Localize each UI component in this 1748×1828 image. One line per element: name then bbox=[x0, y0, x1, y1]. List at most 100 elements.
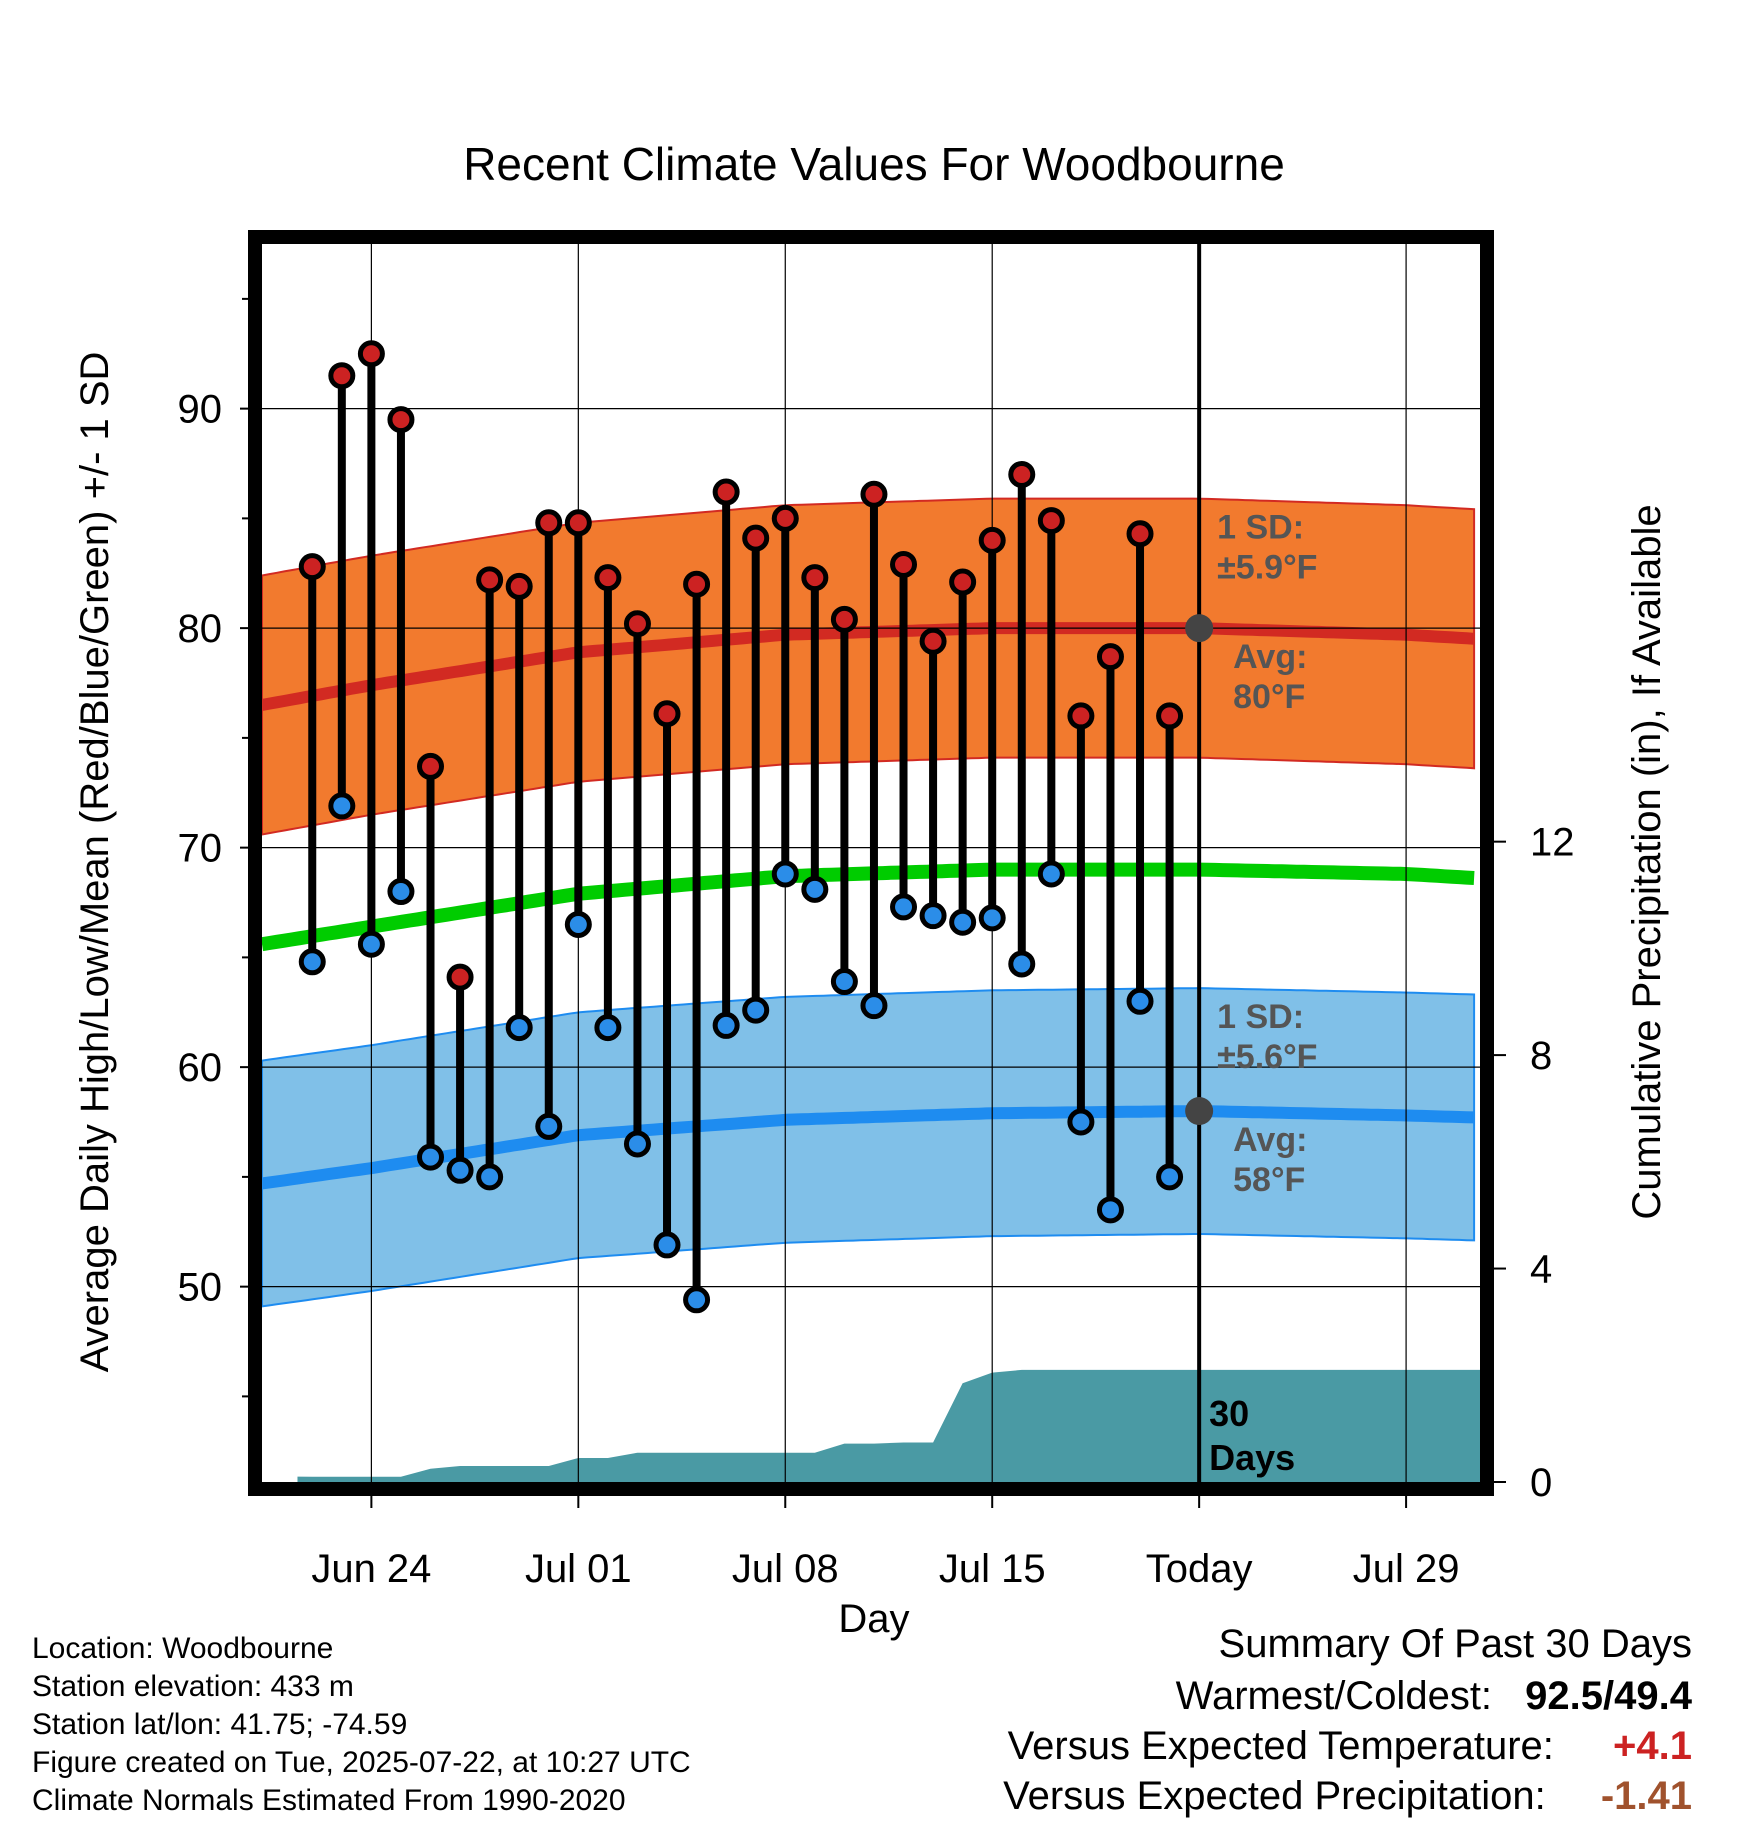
low-point bbox=[535, 1112, 563, 1140]
low-avg-label: Avg: bbox=[1233, 1121, 1307, 1159]
elevation-text: Station elevation: 433 m bbox=[32, 1670, 354, 1703]
high-point bbox=[623, 610, 651, 638]
summary-temp: Versus Expected Temperature: +4.1 bbox=[1008, 1724, 1692, 1769]
period-label-number: 30 bbox=[1209, 1393, 1249, 1434]
y2-axis-label: Cumulative Precipitation (in), If Availa… bbox=[1625, 504, 1669, 1219]
low-point bbox=[978, 904, 1006, 932]
latlon-text: Station lat/lon: 41.75; -74.59 bbox=[32, 1708, 408, 1741]
precip-label: Versus Expected Precipitation: bbox=[1003, 1774, 1546, 1818]
period-label-days: Days bbox=[1209, 1437, 1295, 1478]
y-tick-label: 50 bbox=[178, 1266, 223, 1310]
x-tick-label: Jul 01 bbox=[525, 1547, 632, 1591]
summary-precip: Versus Expected Precipitation: -1.41 bbox=[1003, 1774, 1692, 1819]
y-axis-label: Average Daily High/Low/Mean (Red/Blue/Gr… bbox=[73, 352, 117, 1373]
low-avg-value: 58°F bbox=[1233, 1161, 1305, 1199]
high-point bbox=[860, 480, 888, 508]
high-point bbox=[683, 570, 711, 598]
low-point bbox=[1008, 950, 1036, 978]
high-avg-line bbox=[262, 622, 1475, 711]
location-text: Location: Woodbourne bbox=[32, 1632, 334, 1665]
low-point bbox=[653, 1231, 681, 1259]
y2-tick-label: 12 bbox=[1530, 821, 1575, 865]
station-info: Location: Woodbourne Station elevation: … bbox=[32, 1630, 691, 1820]
high-point bbox=[387, 406, 415, 434]
high-point bbox=[535, 509, 563, 537]
low-point bbox=[683, 1286, 711, 1314]
high-avg-value: 80°F bbox=[1233, 678, 1305, 716]
low-point bbox=[476, 1163, 504, 1191]
low-point bbox=[594, 1014, 622, 1042]
y2-tick-label: 8 bbox=[1530, 1034, 1552, 1078]
created-text: Figure created on Tue, 2025-07-22, at 10… bbox=[32, 1746, 691, 1779]
x-tick-label: Today bbox=[1146, 1547, 1253, 1591]
high-point bbox=[830, 605, 858, 633]
y2-tick-label: 4 bbox=[1530, 1248, 1552, 1292]
high-point bbox=[564, 509, 592, 537]
low-point bbox=[1037, 860, 1065, 888]
low-point bbox=[742, 996, 770, 1024]
y2-tick-label: 0 bbox=[1530, 1461, 1552, 1505]
y-tick-label: 70 bbox=[178, 827, 223, 871]
warm-cold-value: 92.5/49.4 bbox=[1525, 1674, 1692, 1718]
high-avg-label: Avg: bbox=[1233, 638, 1307, 676]
high-point bbox=[594, 564, 622, 592]
high-point bbox=[1008, 460, 1036, 488]
low-sd-value: ±5.6°F bbox=[1217, 1038, 1317, 1076]
low-point bbox=[387, 878, 415, 906]
summary-title: Summary Of Past 30 Days bbox=[1218, 1622, 1692, 1666]
low-point bbox=[1156, 1163, 1184, 1191]
y-tick-label: 90 bbox=[178, 388, 223, 432]
y-tick-label: 80 bbox=[178, 607, 223, 651]
precipitation-area bbox=[297, 1369, 1480, 1482]
low-point bbox=[623, 1130, 651, 1158]
high-point bbox=[1126, 520, 1154, 548]
low-avg-marker bbox=[1185, 1097, 1214, 1126]
low-point bbox=[357, 930, 385, 958]
high-point bbox=[446, 963, 474, 991]
low-point bbox=[830, 968, 858, 996]
high-sd-label: 1 SD: bbox=[1217, 509, 1304, 547]
low-point bbox=[890, 893, 918, 921]
high-point bbox=[1037, 507, 1065, 535]
x-tick-label: Jul 15 bbox=[939, 1547, 1046, 1591]
low-point bbox=[564, 910, 592, 938]
high-avg-marker bbox=[1185, 614, 1214, 643]
low-sd-label: 1 SD: bbox=[1217, 998, 1304, 1036]
low-point bbox=[860, 992, 888, 1020]
high-point bbox=[1156, 702, 1184, 730]
low-point bbox=[417, 1143, 445, 1171]
x-tick-label: Jul 08 bbox=[732, 1547, 839, 1591]
high-point bbox=[505, 572, 533, 600]
high-point bbox=[298, 553, 326, 581]
high-point bbox=[476, 566, 504, 594]
high-point bbox=[653, 700, 681, 728]
low-point bbox=[712, 1011, 740, 1039]
x-tick-label: Jul 29 bbox=[1353, 1547, 1460, 1591]
high-point bbox=[801, 564, 829, 592]
low-point bbox=[919, 902, 947, 930]
low-point bbox=[1067, 1108, 1095, 1136]
warm-cold-label: Warmest/Coldest: bbox=[1175, 1674, 1493, 1718]
temp-label: Versus Expected Temperature: bbox=[1007, 1724, 1554, 1768]
high-point bbox=[742, 524, 770, 552]
high-point bbox=[919, 627, 947, 655]
low-point bbox=[949, 908, 977, 936]
low-point bbox=[298, 948, 326, 976]
high-point bbox=[712, 478, 740, 506]
x-axis-label: Day bbox=[838, 1597, 909, 1641]
high-sd-value: ±5.9°F bbox=[1217, 549, 1317, 587]
high-point bbox=[357, 340, 385, 368]
mean-avg-line bbox=[262, 862, 1475, 952]
low-point bbox=[1096, 1196, 1124, 1224]
normals-text: Climate Normals Estimated From 1990-2020 bbox=[32, 1784, 626, 1817]
low-point bbox=[328, 792, 356, 820]
low-point bbox=[505, 1014, 533, 1042]
low-point bbox=[446, 1156, 474, 1184]
high-point bbox=[417, 752, 445, 780]
low-point bbox=[801, 875, 829, 903]
low-point bbox=[1126, 987, 1154, 1015]
high-point bbox=[890, 550, 918, 578]
